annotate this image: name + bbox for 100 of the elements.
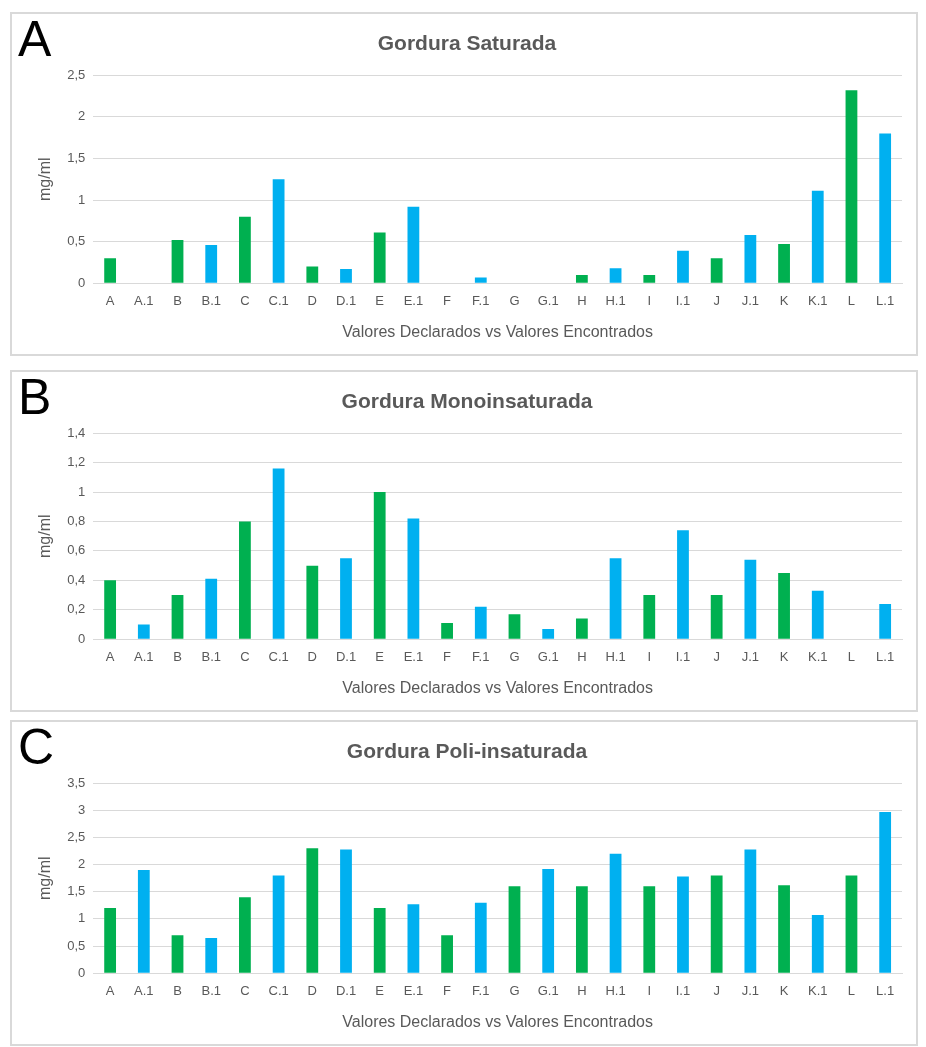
bar — [407, 904, 420, 973]
bar — [542, 628, 555, 639]
bar — [677, 876, 689, 973]
x-tick-label: F — [443, 648, 452, 664]
x-tick-label: G.1 — [537, 982, 559, 998]
bar — [239, 521, 251, 639]
y-axis-title: mg/ml — [36, 856, 54, 900]
x-axis-title: Valores Declarados vs Valores Encontrados — [342, 1012, 653, 1030]
bar — [778, 244, 790, 283]
y-tick-label: 0,5 — [67, 937, 86, 953]
x-tick-label: B.1 — [201, 648, 221, 664]
bar — [407, 206, 420, 283]
bar — [171, 595, 184, 639]
x-tick-label: D.1 — [335, 292, 357, 308]
y-axis-title: mg/ml — [36, 157, 54, 201]
x-tick-label: J — [713, 648, 720, 664]
bar — [104, 908, 117, 973]
x-tick-label: E.1 — [403, 982, 424, 998]
x-tick-label: I.1 — [675, 982, 691, 998]
x-tick-label: L — [847, 648, 856, 664]
x-tick-label: I — [647, 982, 652, 998]
y-tick-label: 0,2 — [67, 601, 86, 617]
bar — [441, 623, 453, 639]
x-tick-label: K.1 — [808, 982, 828, 998]
bar — [306, 266, 319, 283]
bar — [340, 269, 352, 283]
x-tick-label: E.1 — [403, 292, 424, 308]
x-tick-label: C — [240, 982, 250, 998]
x-tick-label: B — [173, 292, 182, 308]
bar — [609, 853, 622, 973]
bar — [340, 558, 352, 639]
x-tick-label: G.1 — [537, 292, 559, 308]
x-tick-label: H — [577, 648, 587, 664]
bar — [744, 234, 757, 283]
x-tick-label: H — [577, 982, 587, 998]
x-tick-label: G — [509, 292, 520, 308]
y-tick-label: 1 — [78, 483, 86, 499]
x-tick-label: L — [847, 982, 856, 998]
x-tick-label: D — [307, 292, 317, 308]
bar — [508, 614, 521, 639]
x-tick-label: E — [375, 292, 385, 308]
bar — [643, 886, 656, 973]
x-tick-label: I.1 — [675, 648, 691, 664]
x-tick-label: J — [713, 292, 720, 308]
x-tick-label: I.1 — [675, 292, 691, 308]
bar — [710, 875, 723, 973]
x-tick-label: B.1 — [201, 292, 221, 308]
y-tick-label: 0 — [78, 630, 86, 646]
x-tick-label: A — [105, 648, 115, 664]
x-tick-label: K — [779, 292, 789, 308]
bar — [542, 868, 555, 973]
bar — [104, 580, 117, 639]
x-tick-label: D.1 — [335, 982, 357, 998]
x-tick-label: B — [173, 648, 182, 664]
bar — [744, 849, 757, 973]
bar — [710, 595, 723, 639]
bar — [811, 190, 824, 283]
x-tick-label: H.1 — [605, 292, 626, 308]
bar — [508, 886, 521, 973]
bar — [171, 935, 184, 973]
bar — [407, 518, 420, 639]
bar — [474, 902, 487, 973]
bar — [340, 849, 352, 973]
bar — [373, 908, 386, 973]
bar — [811, 915, 824, 973]
text: B — [18, 369, 52, 425]
bar — [811, 590, 824, 639]
x-tick-label: I — [647, 292, 652, 308]
bar — [677, 530, 689, 639]
x-tick-label: I — [647, 648, 652, 664]
x-axis-title: Valores Declarados vs Valores Encontrados — [342, 678, 653, 696]
y-tick-label: 1,5 — [67, 883, 86, 899]
bar — [879, 811, 892, 973]
x-axis-title: Valores Declarados vs Valores Encontrados — [342, 322, 653, 340]
bar — [744, 559, 757, 639]
x-tick-label: F — [443, 982, 452, 998]
bar — [306, 565, 319, 639]
bar — [575, 274, 588, 283]
bar — [643, 274, 656, 283]
y-tick-label: 3,5 — [67, 774, 86, 790]
x-tick-label: A.1 — [134, 648, 154, 664]
y-tick-label: 2 — [78, 856, 86, 872]
bar — [474, 277, 487, 283]
bar — [609, 558, 622, 639]
x-tick-label: G — [509, 982, 520, 998]
bar — [879, 603, 892, 639]
x-tick-label: L — [847, 292, 856, 308]
bar — [272, 179, 285, 283]
bar — [205, 937, 218, 973]
y-tick-label: 0,4 — [67, 571, 86, 587]
y-tick-label: 1 — [78, 910, 86, 926]
bar — [137, 870, 150, 973]
x-tick-label: L.1 — [876, 292, 895, 308]
bar — [205, 244, 218, 283]
text: C — [18, 719, 55, 775]
x-tick-label: L.1 — [876, 648, 895, 664]
x-tick-label: F.1 — [472, 982, 490, 998]
x-tick-label: F.1 — [472, 648, 490, 664]
y-tick-label: 0,6 — [67, 542, 86, 558]
x-tick-label: L.1 — [876, 982, 895, 998]
